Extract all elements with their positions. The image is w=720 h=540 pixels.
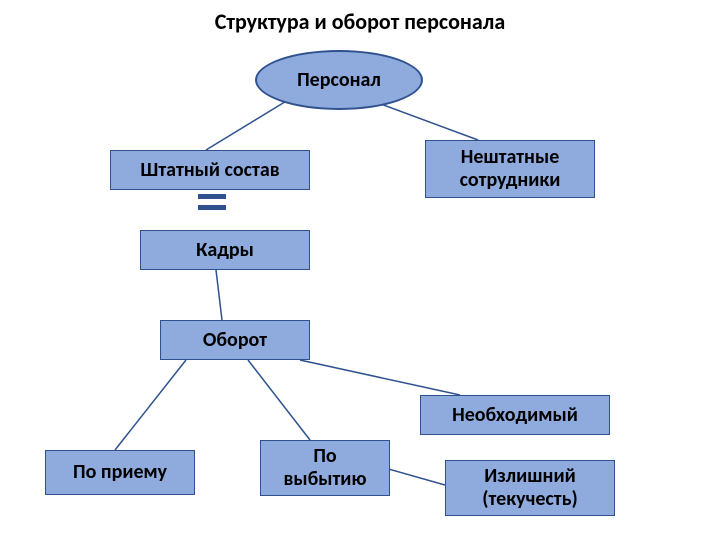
node-turnover: Оборот: [160, 320, 310, 360]
node-hiring: По приему: [45, 450, 195, 495]
node-personnel: Персонал: [255, 50, 423, 110]
node-cadres: Кадры: [140, 230, 310, 270]
equals-sign: [198, 194, 226, 210]
node-required: Необходимый: [420, 395, 610, 435]
node-nonstaff: Нештатные сотрудники: [425, 140, 595, 198]
diagram-title: Структура и оборот персонала: [150, 8, 570, 36]
node-excess: Излишний (текучесть): [445, 460, 615, 516]
node-staff: Штатный состав: [110, 150, 310, 190]
node-leaving: По выбытию: [260, 440, 390, 496]
